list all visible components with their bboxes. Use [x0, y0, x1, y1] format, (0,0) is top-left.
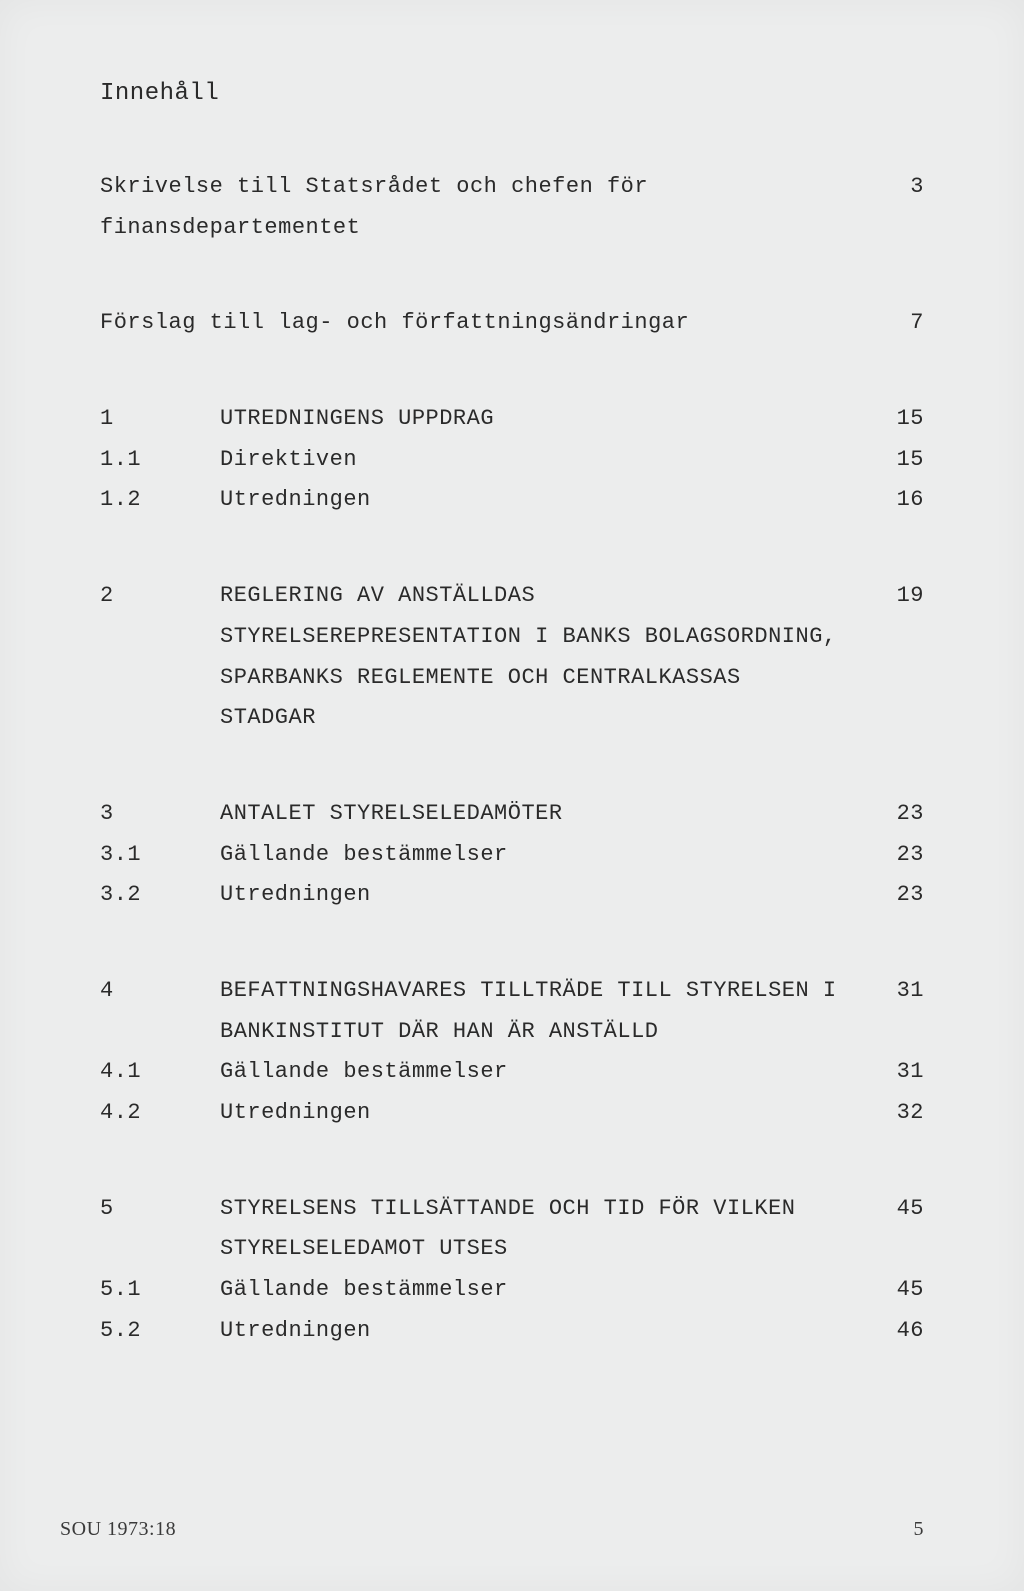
toc-entry-number: 1.1: [100, 440, 220, 481]
toc-entry-label: REGLERING AV ANSTÄLLDAS STYRELSEREPRESEN…: [220, 576, 864, 739]
toc-section: 5 STYRELSENS TILLSÄTTANDE OCH TID FÖR VI…: [100, 1189, 924, 1352]
toc-entry-page: 23: [864, 875, 924, 916]
toc-entry-page: 32: [864, 1093, 924, 1134]
toc-entry: 5.1 Gällande bestämmelser 45: [100, 1270, 924, 1311]
toc-entry-number: 1: [100, 399, 220, 440]
toc-entry-label: STYRELSENS TILLSÄTTANDE OCH TID FÖR VILK…: [220, 1189, 864, 1270]
toc-entry-number: 2: [100, 576, 220, 617]
toc-entry: 1 UTREDNINGENS UPPDRAG 15: [100, 399, 924, 440]
toc-entry: 1.2 Utredningen 16: [100, 480, 924, 521]
toc-entry-page: 15: [864, 399, 924, 440]
toc-entry: 3 ANTALET STYRELSELEDAMÖTER 23: [100, 794, 924, 835]
toc-entry-page: 3: [864, 167, 924, 208]
toc-entry-page: 46: [864, 1311, 924, 1352]
toc-entry-page: 31: [864, 1052, 924, 1093]
toc-entry-number: 5.2: [100, 1311, 220, 1352]
page-number: 5: [914, 1518, 925, 1541]
toc-entry-page: 45: [864, 1270, 924, 1311]
toc-entry: 4 BEFATTNINGSHAVARES TILLTRÄDE TILL STYR…: [100, 971, 924, 1052]
toc-entry-page: 23: [864, 794, 924, 835]
toc-entry-label: Utredningen: [220, 875, 864, 916]
toc-section: 3 ANTALET STYRELSELEDAMÖTER 23 3.1 Gälla…: [100, 794, 924, 916]
toc-entry-page: 45: [864, 1189, 924, 1230]
document-page: Innehåll Skrivelse till Statsrådet och c…: [0, 0, 1024, 1591]
toc-intro-block: Skrivelse till Statsrådet och chefen för…: [100, 167, 924, 248]
page-title: Innehåll: [100, 80, 924, 107]
toc-section: 2 REGLERING AV ANSTÄLLDAS STYRELSEREPRES…: [100, 576, 924, 739]
page-footer: SOU 1973:18 5: [60, 1518, 924, 1541]
toc-entry: 4.2 Utredningen 32: [100, 1093, 924, 1134]
toc-entry-number: 4.2: [100, 1093, 220, 1134]
toc-entry: 3.2 Utredningen 23: [100, 875, 924, 916]
toc-entry-label: Utredningen: [220, 1311, 864, 1352]
toc-entry-label: Utredningen: [220, 480, 864, 521]
toc-section: 1 UTREDNINGENS UPPDRAG 15 1.1 Direktiven…: [100, 399, 924, 521]
toc-section: 4 BEFATTNINGSHAVARES TILLTRÄDE TILL STYR…: [100, 971, 924, 1134]
toc-entry: 1.1 Direktiven 15: [100, 440, 924, 481]
toc-entry: Skrivelse till Statsrådet och chefen för…: [100, 167, 924, 248]
toc-entry-label: UTREDNINGENS UPPDRAG: [220, 399, 864, 440]
toc-entry: 4.1 Gällande bestämmelser 31: [100, 1052, 924, 1093]
toc-entry-page: 23: [864, 835, 924, 876]
toc-entry-number: 3.1: [100, 835, 220, 876]
toc-entry-page: 15: [864, 440, 924, 481]
toc-entry-number: 3: [100, 794, 220, 835]
toc-entry-number: 5: [100, 1189, 220, 1230]
toc-entry: 2 REGLERING AV ANSTÄLLDAS STYRELSEREPRES…: [100, 576, 924, 739]
toc-entry-page: 7: [864, 303, 924, 344]
toc-entry-label: Skrivelse till Statsrådet och chefen för…: [100, 167, 864, 248]
toc-entry-label: BEFATTNINGSHAVARES TILLTRÄDE TILL STYREL…: [220, 971, 864, 1052]
toc-entry-label: Utredningen: [220, 1093, 864, 1134]
toc-entry-page: 31: [864, 971, 924, 1012]
toc-entry-label: ANTALET STYRELSELEDAMÖTER: [220, 794, 864, 835]
toc-entry-page: 16: [864, 480, 924, 521]
toc-entry: Förslag till lag- och författningsändrin…: [100, 303, 924, 344]
toc-entry-label: Gällande bestämmelser: [220, 1052, 864, 1093]
toc-entry: 5 STYRELSENS TILLSÄTTANDE OCH TID FÖR VI…: [100, 1189, 924, 1270]
toc-entry: 5.2 Utredningen 46: [100, 1311, 924, 1352]
toc-entry-label: Gällande bestämmelser: [220, 1270, 864, 1311]
toc-entry-page: 19: [864, 576, 924, 617]
toc-entry-number: 3.2: [100, 875, 220, 916]
toc-entry-number: 4.1: [100, 1052, 220, 1093]
toc-entry-number: 1.2: [100, 480, 220, 521]
toc-entry-label: Direktiven: [220, 440, 864, 481]
toc-entry-number: 5.1: [100, 1270, 220, 1311]
toc-intro-block: Förslag till lag- och författningsändrin…: [100, 303, 924, 344]
toc-entry-label: Förslag till lag- och författningsändrin…: [100, 303, 864, 344]
publication-id: SOU 1973:18: [60, 1518, 176, 1541]
toc-entry-label: Gällande bestämmelser: [220, 835, 864, 876]
toc-entry-number: 4: [100, 971, 220, 1012]
toc-entry: 3.1 Gällande bestämmelser 23: [100, 835, 924, 876]
